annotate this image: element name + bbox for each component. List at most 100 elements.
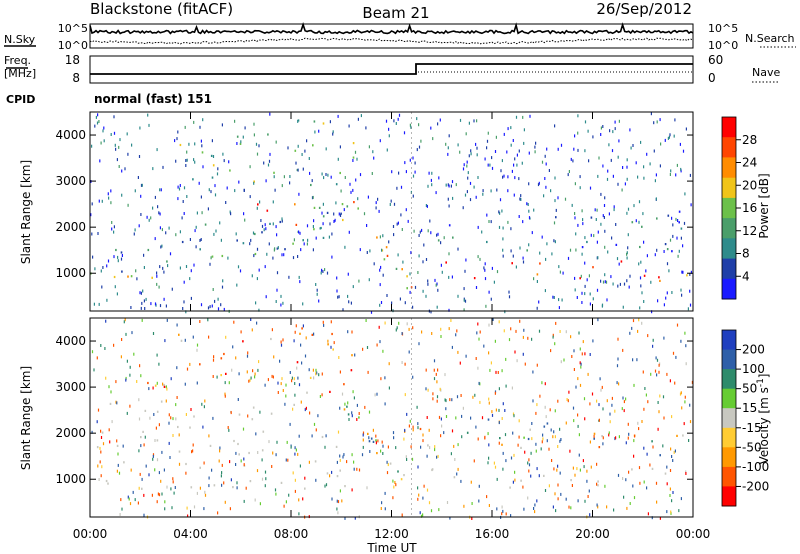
heatmap-cell	[276, 247, 279, 250]
heatmap-cell	[437, 288, 439, 292]
heatmap-cell	[376, 236, 378, 239]
heatmap-cell	[533, 507, 535, 510]
heatmap-cell	[141, 477, 143, 481]
heatmap-cell	[602, 407, 604, 411]
heatmap-cell	[474, 393, 476, 397]
heatmap-cell	[488, 401, 490, 405]
heatmap-cell	[677, 254, 679, 258]
heatmap-cell	[159, 212, 161, 216]
heatmap-cell	[379, 283, 381, 287]
heatmap-cell	[534, 150, 536, 154]
heatmap-cell	[324, 268, 326, 272]
heatmap-cell	[654, 179, 656, 183]
heatmap-cell	[158, 493, 161, 497]
heatmap-cell	[115, 147, 117, 151]
heatmap-cell	[237, 442, 239, 446]
heatmap-cell	[589, 402, 591, 406]
heatmap-cell	[494, 150, 497, 153]
heatmap-cell	[121, 169, 123, 173]
frequency-panel: Freq. [MHz] 18 8 60 0 Nave	[4, 53, 780, 85]
heatmap-cell	[297, 452, 299, 456]
heatmap-cell	[558, 306, 560, 310]
heatmap-cell	[512, 254, 514, 258]
heatmap-cell	[261, 449, 264, 452]
heatmap-cell	[243, 463, 245, 467]
heatmap-cell	[678, 221, 680, 224]
heatmap-cell	[460, 394, 462, 397]
heatmap-cell	[305, 336, 307, 340]
heatmap-cell	[615, 436, 617, 440]
heatmap-cell	[327, 173, 329, 177]
heatmap-cell	[619, 282, 621, 286]
heatmap-cell	[607, 169, 609, 173]
heatmap-cell	[567, 399, 569, 403]
heatmap-cell	[581, 209, 583, 213]
heatmap-cell	[455, 416, 457, 420]
heatmap-cell	[298, 383, 301, 387]
heatmap-cell	[347, 401, 349, 405]
heatmap-cell	[484, 157, 486, 161]
heatmap-cell	[96, 420, 98, 424]
heatmap-cell	[641, 420, 643, 423]
heatmap-cell	[691, 380, 693, 384]
heatmap-cell	[138, 224, 140, 228]
heatmap-cell	[439, 387, 441, 391]
heatmap-cell	[381, 248, 383, 252]
heatmap-cell	[546, 422, 549, 425]
heatmap-cell	[94, 124, 96, 128]
heatmap-cell	[403, 131, 406, 135]
heatmap-cell	[658, 276, 660, 279]
heatmap-cell	[672, 491, 674, 494]
heatmap-cell	[420, 139, 422, 143]
heatmap-cell	[326, 211, 329, 214]
heatmap-cell	[111, 221, 113, 224]
heatmap-cell	[321, 211, 323, 215]
heatmap-cell	[666, 372, 668, 376]
y-tick-label: 2000	[55, 220, 86, 234]
heatmap-cell	[508, 295, 511, 299]
heatmap-cell	[600, 192, 602, 196]
heatmap-cell	[292, 471, 294, 475]
heatmap-cell	[325, 173, 327, 176]
heatmap-cell	[261, 224, 264, 228]
heatmap-cell	[200, 139, 202, 143]
heatmap-cell	[315, 478, 317, 482]
heatmap-cell	[466, 431, 469, 434]
heatmap-cell	[172, 480, 174, 484]
heatmap-cell	[539, 251, 541, 255]
heatmap-cell	[589, 353, 591, 356]
heatmap-cell	[133, 352, 135, 356]
heatmap-cell	[339, 406, 341, 410]
heatmap-cell	[268, 242, 270, 246]
heatmap-cell	[253, 180, 255, 183]
heatmap-cell	[611, 396, 613, 400]
heatmap-cell	[365, 319, 367, 322]
heatmap-cell	[212, 288, 214, 291]
heatmap-cell	[580, 362, 582, 366]
heatmap-cell	[133, 232, 135, 236]
heatmap-cell	[601, 304, 603, 308]
heatmap-cell	[227, 256, 229, 260]
heatmap-cell	[477, 366, 479, 370]
heatmap-cell	[300, 343, 302, 347]
heatmap-cell	[584, 417, 586, 421]
heatmap-cell	[308, 460, 310, 464]
heatmap-cell	[593, 434, 595, 438]
heatmap-cell	[350, 190, 352, 194]
heatmap-cell	[199, 320, 201, 323]
heatmap-cell	[185, 462, 187, 466]
heatmap-cell	[598, 446, 601, 449]
heatmap-cell	[299, 332, 301, 335]
heatmap-cell	[219, 446, 221, 450]
heatmap-cell	[557, 147, 559, 151]
heatmap-cell	[681, 406, 683, 410]
colorbar-segment	[722, 466, 736, 487]
heatmap-cell	[160, 400, 163, 403]
heatmap-cell	[121, 507, 123, 511]
heatmap-cell	[536, 273, 539, 276]
heatmap-cell	[373, 156, 375, 160]
heatmap-cell	[322, 270, 324, 273]
heatmap-cell	[211, 139, 213, 143]
heatmap-cell	[292, 256, 295, 260]
heatmap-cell	[302, 167, 304, 171]
